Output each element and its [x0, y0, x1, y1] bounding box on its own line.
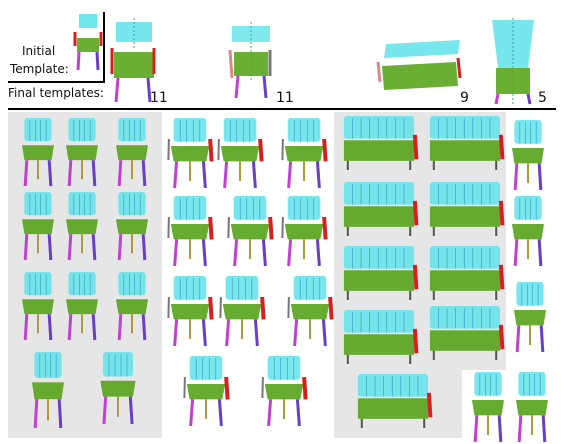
- chair-thumbnail: [516, 372, 548, 442]
- chair-thumbnail: [22, 118, 54, 186]
- chair-thumbnail: [66, 272, 98, 340]
- bench-thumbnail: [430, 116, 503, 170]
- chair-thumbnail: [116, 272, 148, 340]
- chair-thumbnail: [66, 192, 98, 260]
- bench-thumbnail: [430, 182, 503, 236]
- chair-thumbnail: [512, 196, 544, 266]
- bench-thumbnail: [344, 116, 417, 170]
- chair-thumbnail: [116, 118, 148, 186]
- bench-thumbnail: [344, 310, 417, 364]
- chair-thumbnail: [100, 352, 135, 424]
- chair-thumbnail: [262, 356, 305, 426]
- chair-thumbnail: [168, 118, 211, 188]
- chair-thumbnail: [218, 118, 261, 188]
- chair-thumbnail: [220, 276, 263, 346]
- chair-thumbnail: [512, 120, 544, 190]
- chair-thumbnail: [288, 276, 331, 346]
- chair-thumbnail: [168, 276, 211, 346]
- chair-thumbnail: [116, 192, 148, 260]
- bench-thumbnail: [430, 246, 503, 300]
- chair-thumbnail: [282, 196, 325, 266]
- chair-thumbnail: [168, 196, 211, 266]
- chair-thumbnail: [282, 118, 325, 188]
- chair-thumbnail: [22, 272, 54, 340]
- bench-thumbnail: [344, 182, 417, 236]
- chair-thumbnail: [514, 282, 546, 352]
- bench-thumbnail: [344, 246, 417, 300]
- chair-thumbnail: [472, 372, 504, 442]
- bench-thumbnail: [430, 306, 503, 360]
- chair-thumbnail: [228, 196, 271, 266]
- chair-thumbnail: [22, 192, 54, 260]
- bench-thumbnail: [358, 374, 431, 428]
- chair-thumbnail: [184, 356, 227, 426]
- chair-thumbnail: [66, 118, 98, 186]
- chair-thumbnail: [32, 352, 64, 428]
